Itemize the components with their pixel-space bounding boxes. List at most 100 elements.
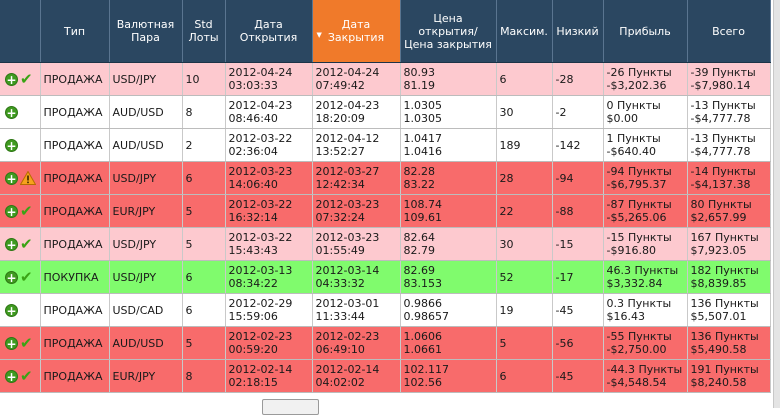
close-price: 1.0661 xyxy=(403,343,443,356)
header-low[interactable]: Низкий xyxy=(552,0,604,63)
cell-pair: AUD/USD xyxy=(109,95,183,129)
max: 19 xyxy=(499,303,514,317)
check-icon: ✔ xyxy=(20,333,33,352)
pair: USD/JPY xyxy=(112,171,157,185)
open-time: 00:59:20 xyxy=(228,343,278,356)
cell-profit: -94 Пункты -$6,795.37 xyxy=(603,161,688,195)
row-actions: + ✔ xyxy=(0,260,41,294)
close-time: 12:42:34 xyxy=(315,178,365,191)
header-open-close-price[interactable]: Цена открытия/ Цена закрытия xyxy=(400,0,497,63)
expand-plus-icon[interactable]: + xyxy=(5,237,18,252)
total-money: $5,507.01 xyxy=(690,310,747,323)
table-row[interactable]: + ПРОДАЖА USD/CAD 6 2012-02-29 15:59:06 2012-0… xyxy=(0,293,771,327)
header-type[interactable]: Тип xyxy=(40,0,110,63)
header-std-lots[interactable]: Std Лоты xyxy=(182,0,226,63)
header-close-date[interactable]: ▼ Дата Закрытия xyxy=(312,0,401,63)
header-close-date-label: Дата Закрытия xyxy=(327,18,385,44)
close-time: 18:20:09 xyxy=(315,112,365,125)
expand-plus-icon[interactable]: + xyxy=(5,171,18,186)
expand-plus-icon[interactable]: + xyxy=(5,369,18,384)
cell-lots: 6 xyxy=(182,260,226,294)
cell-lots: 10 xyxy=(182,62,226,96)
close-date: 2012-03-27 xyxy=(315,165,380,178)
open-time: 08:46:40 xyxy=(228,112,278,125)
total-points: 191 Пункты xyxy=(690,363,759,376)
cell-total: 167 Пункты $7,923.05 xyxy=(687,227,771,261)
table-row[interactable]: + ✔ ПРОДАЖА EUR/JPY 5 2012-03-22 16:32:14 2012-… xyxy=(0,194,771,228)
cell-low: -45 xyxy=(552,293,604,327)
cell-price: 1.0305 1.0305 xyxy=(400,95,497,129)
close-date: 2012-02-23 xyxy=(315,330,380,343)
table-row[interactable]: + ✔ ПОКУПКА USD/JPY 6 2012-03-13 08:34:22 2012-… xyxy=(0,260,771,294)
expand-plus-icon[interactable]: + xyxy=(5,105,18,120)
cell-open-date: 2012-02-14 02:18:15 xyxy=(225,359,313,393)
row-actions: + ✔ xyxy=(0,227,41,261)
expand-plus-icon[interactable]: + xyxy=(5,138,18,153)
cell-max: 30 xyxy=(496,227,553,261)
expand-plus-icon[interactable]: + xyxy=(5,336,18,351)
low: -88 xyxy=(555,204,574,218)
profit-money: -$4,548.54 xyxy=(606,376,667,389)
max: 189 xyxy=(499,138,521,152)
header-total[interactable]: Всего xyxy=(687,0,771,63)
pair: USD/JPY xyxy=(112,237,157,251)
cell-price: 108.74 109.61 xyxy=(400,194,497,228)
table-row[interactable]: + ✔ ПРОДАЖА USD/JPY 10 2012-04-24 03:03:33 2012… xyxy=(0,62,771,96)
table-row[interactable]: + ✔ ПРОДАЖА EUR/JPY 8 2012-02-14 02:18:15 2012-… xyxy=(0,359,771,393)
header-max[interactable]: Максим. xyxy=(496,0,553,63)
check-icon: ✔ xyxy=(20,267,33,286)
open-date: 2012-03-13 xyxy=(228,264,293,277)
profit-money: -$3,202.36 xyxy=(606,79,667,92)
row-actions: + ✔ xyxy=(0,194,41,228)
expand-plus-icon[interactable]: + xyxy=(5,303,18,318)
close-date: 2012-03-23 xyxy=(315,231,380,244)
cell-total: 80 Пункты $2,657.99 xyxy=(687,194,771,228)
open-price: 1.0606 xyxy=(403,330,443,343)
total-points: -13 Пункты xyxy=(690,132,756,145)
cell-max: 52 xyxy=(496,260,553,294)
low: -142 xyxy=(555,138,581,152)
table-row[interactable]: + ПРОДАЖА AUD/USD 2 2012-03-22 02:36:04 2012-0… xyxy=(0,128,771,162)
close-time: 04:33:32 xyxy=(315,277,365,290)
lots: 5 xyxy=(185,237,193,251)
vertical-scrollbar[interactable] xyxy=(773,0,780,408)
pager-control[interactable] xyxy=(262,399,319,415)
table-row[interactable]: + ✔ ПРОДАЖА USD/JPY 5 2012-03-22 15:43:43 2012-… xyxy=(0,227,771,261)
total-points: 182 Пункты xyxy=(690,264,759,277)
header-currency-pair[interactable]: Валютная Пара xyxy=(109,0,183,63)
open-time: 02:36:04 xyxy=(228,145,278,158)
table-row[interactable]: + ✔ ПРОДАЖА AUD/USD 5 2012-02-23 00:59:20 2012-… xyxy=(0,326,771,360)
row-actions: + xyxy=(0,293,41,327)
cell-open-date: 2012-02-23 00:59:20 xyxy=(225,326,313,360)
type: ПРОДАЖА xyxy=(43,105,103,119)
profit-points: 1 Пункты xyxy=(606,132,661,145)
pair: EUR/JPY xyxy=(112,204,156,218)
open-time: 14:06:40 xyxy=(228,178,278,191)
cell-price: 82.28 83.22 xyxy=(400,161,497,195)
cell-profit: -44.3 Пункты -$4,548.54 xyxy=(603,359,688,393)
close-date: 2012-03-23 xyxy=(315,198,380,211)
table-row[interactable]: + ПРОДАЖА USD/JPY 6 2012-03-23 14:06:40 2012-0… xyxy=(0,161,771,195)
header-open-date[interactable]: Дата Открытия xyxy=(225,0,313,63)
cell-price: 82.64 82.79 xyxy=(400,227,497,261)
cell-max: 189 xyxy=(496,128,553,162)
cell-profit: -15 Пункты -$916.80 xyxy=(603,227,688,261)
table-row[interactable]: + ПРОДАЖА AUD/USD 8 2012-04-23 08:46:40 2012-0… xyxy=(0,95,771,129)
header-profit[interactable]: Прибыль xyxy=(603,0,688,63)
expand-plus-icon[interactable]: + xyxy=(5,204,18,219)
low: -2 xyxy=(555,105,567,119)
max: 28 xyxy=(499,171,514,185)
low: -15 xyxy=(555,237,574,251)
cell-pair: USD/JPY xyxy=(109,62,183,96)
expand-plus-icon[interactable]: + xyxy=(5,72,18,87)
close-time: 07:32:24 xyxy=(315,211,365,224)
row-actions: + xyxy=(0,128,41,162)
cell-pair: AUD/USD xyxy=(109,128,183,162)
cell-total: 136 Пункты $5,490.58 xyxy=(687,326,771,360)
close-time: 13:52:27 xyxy=(315,145,365,158)
close-price: 1.0416 xyxy=(403,145,443,158)
check-icon: ✔ xyxy=(20,366,33,385)
cell-max: 30 xyxy=(496,95,553,129)
expand-plus-icon[interactable]: + xyxy=(5,270,18,285)
open-price: 108.74 xyxy=(403,198,443,211)
